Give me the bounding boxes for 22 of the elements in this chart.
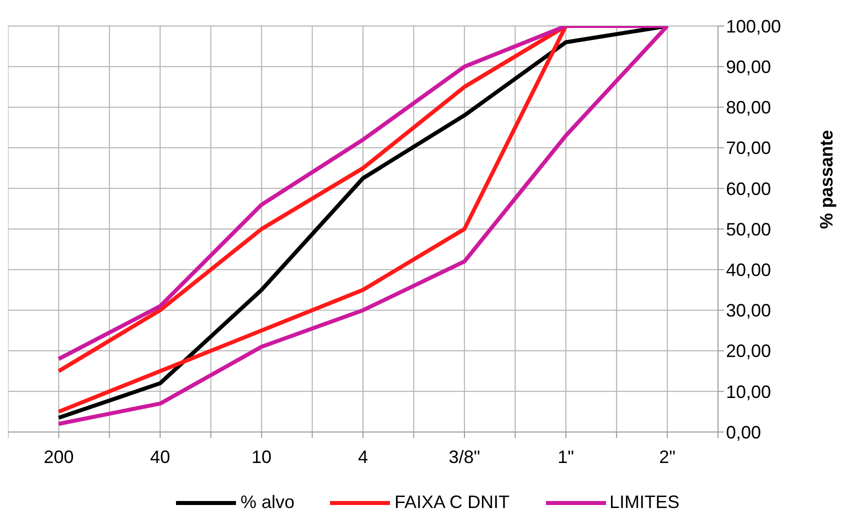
legend-label: % alvo [240, 492, 294, 513]
y-tick-label: 70,00 [726, 138, 772, 158]
y-axis-title: % passante [816, 130, 836, 229]
y-tick-label: 60,00 [726, 178, 772, 199]
x-tick-label: 1" [558, 446, 574, 467]
y-tick-label: 10,00 [726, 382, 772, 402]
y-tick-label: 100,00 [726, 16, 782, 36]
x-tick-label: 2" [659, 446, 676, 467]
x-tick-label: 4 [358, 446, 368, 467]
y-tick-label: 40,00 [726, 260, 772, 280]
legend-label: LIMITES [610, 492, 680, 513]
y-tick-label: 0,00 [726, 422, 762, 442]
x-tick-label: 10 [252, 446, 272, 467]
y-tick-label: 20,00 [726, 341, 772, 362]
y-tick-label: 90,00 [726, 56, 772, 77]
y-tick-label: 30,00 [726, 300, 772, 321]
y-tick-label: 50,00 [726, 219, 772, 240]
y-tick-label: 80,00 [726, 98, 772, 118]
x-tick-label: 40 [150, 446, 170, 467]
legend-label: FAIXA C DNIT [394, 492, 510, 513]
x-tick-label: 200 [44, 446, 74, 467]
x-tick-label: 3/8" [448, 446, 480, 467]
